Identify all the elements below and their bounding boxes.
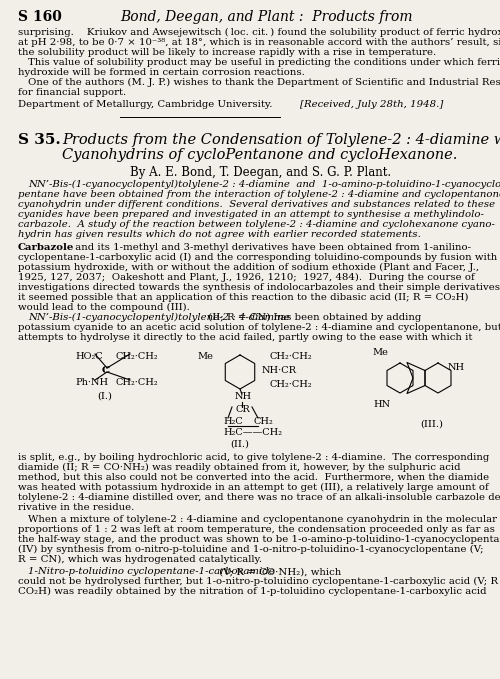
- Text: CR: CR: [235, 405, 250, 414]
- Text: it seemed possible that an application of this reaction to the dibasic acid (II;: it seemed possible that an application o…: [18, 293, 468, 302]
- Text: Cyanohydrins of cycloPentanone and cycloHexanone.: Cyanohydrins of cycloPentanone and cyclo…: [62, 148, 458, 162]
- Text: Products from the Condensation of Tolylene-2 : 4-diamine with the: Products from the Condensation of Tolyle…: [62, 133, 500, 147]
- Text: Department of Metallurgy, Cambridge University.: Department of Metallurgy, Cambridge Univ…: [18, 100, 272, 109]
- Text: CH₂·CH₂: CH₂·CH₂: [115, 378, 158, 387]
- Text: at pH 2·98, to be 0·7 × 10⁻³⁸, at 18°, which is in reasonable accord with the au: at pH 2·98, to be 0·7 × 10⁻³⁸, at 18°, w…: [18, 38, 500, 47]
- Text: When a mixture of tolylene-2 : 4-diamine and cyclopentanone cyanohydrin in the m: When a mixture of tolylene-2 : 4-diamine…: [28, 515, 497, 524]
- Text: (V; R = CO·NH₂), which: (V; R = CO·NH₂), which: [216, 567, 341, 576]
- Text: the solubility product will be likely to increase rapidly with a rise in tempera: the solubility product will be likely to…: [18, 48, 436, 57]
- Text: S 35.: S 35.: [18, 133, 61, 147]
- Text: Bond, Deegan, and Plant :  Products from: Bond, Deegan, and Plant : Products from: [120, 10, 412, 24]
- Text: By A. E. Bond, T. Deegan, and S. G. P. Plant.: By A. E. Bond, T. Deegan, and S. G. P. P…: [130, 166, 391, 179]
- Text: R = CN), which was hydrogenated catalytically.: R = CN), which was hydrogenated catalyti…: [18, 555, 262, 564]
- Text: rivative in the residue.: rivative in the residue.: [18, 503, 134, 512]
- Text: Me: Me: [372, 348, 388, 357]
- Text: 1-Nitro-p-toluidino cyclopentane-1-carboxamide: 1-Nitro-p-toluidino cyclopentane-1-carbo…: [28, 567, 275, 576]
- Text: and its 1-methyl and 3-methyl derivatives have been obtained from 1-anilino-: and its 1-methyl and 3-methyl derivative…: [72, 243, 471, 252]
- Text: (II; R = CN) has been obtained by adding: (II; R = CN) has been obtained by adding: [205, 313, 421, 322]
- Text: cyanohydrin under different conditions.  Several derivatives and substances rela: cyanohydrin under different conditions. …: [18, 200, 495, 209]
- Text: (IV) by synthesis from o-nitro-p-toluidine and 1-o-nitro-p-toluidino-1-cyanocycl: (IV) by synthesis from o-nitro-p-toluidi…: [18, 545, 483, 554]
- Text: NN’-Bis-(1-cyanocyclopentyl)tolylene-2 : 4-diamine: NN’-Bis-(1-cyanocyclopentyl)tolylene-2 :…: [28, 313, 290, 322]
- Text: cyclopentane-1-carboxylic acid (I) and the corresponding toluidino-compounds by : cyclopentane-1-carboxylic acid (I) and t…: [18, 253, 497, 262]
- Text: NH·CR: NH·CR: [262, 366, 297, 375]
- Text: would lead to the compound (III).: would lead to the compound (III).: [18, 303, 190, 312]
- Text: This value of solubility product may be useful in predicting the conditions unde: This value of solubility product may be …: [28, 58, 500, 67]
- Text: (I.): (I.): [97, 392, 112, 401]
- Text: was heated with potassium hydroxide in an attempt to get (III), a relatively lar: was heated with potassium hydroxide in a…: [18, 483, 489, 492]
- Text: H₂C: H₂C: [223, 417, 243, 426]
- Text: hydroxide will be formed in certain corrosion reactions.: hydroxide will be formed in certain corr…: [18, 68, 305, 77]
- Text: potassium hydroxide, with or without the addition of sodium ethoxide (Plant and : potassium hydroxide, with or without the…: [18, 263, 479, 272]
- Text: NH: NH: [448, 363, 465, 372]
- Text: cyanides have been prepared and investigated in an attempt to synthesise a methy: cyanides have been prepared and investig…: [18, 210, 484, 219]
- Text: for financial support.: for financial support.: [18, 88, 126, 97]
- Text: Ph·NH: Ph·NH: [75, 378, 108, 387]
- Text: Carbazole: Carbazole: [18, 243, 74, 252]
- Text: S 160: S 160: [18, 10, 62, 24]
- Text: H₂C——CH₂: H₂C——CH₂: [223, 428, 282, 437]
- Text: 1925, 127, 2037;  Oakeshott and Plant, J., 1926, 1210;  1927, 484).  During the : 1925, 127, 2037; Oakeshott and Plant, J.…: [18, 273, 475, 282]
- Text: potassium cyanide to an acetic acid solution of tolylene-2 : 4-diamine and cyclo: potassium cyanide to an acetic acid solu…: [18, 323, 500, 332]
- Text: (III.): (III.): [420, 420, 443, 429]
- Text: could not be hydrolysed further, but 1-o-nitro-p-toluidino cyclopentane-1-carbox: could not be hydrolysed further, but 1-o…: [18, 577, 500, 586]
- Text: CO₂H) was readily obtained by the nitration of 1-p-toluidino cyclopentane-1-carb: CO₂H) was readily obtained by the nitrat…: [18, 587, 486, 596]
- Text: HO₂C: HO₂C: [75, 352, 102, 361]
- Text: Me: Me: [197, 352, 213, 361]
- Text: carbazole.  A study of the reaction between tolylene-2 : 4-diamine and cyclohexa: carbazole. A study of the reaction betwe…: [18, 220, 495, 229]
- Text: is split, e.g., by boiling hydrochloric acid, to give tolylene-2 : 4-diamine.  T: is split, e.g., by boiling hydrochloric …: [18, 453, 489, 462]
- Text: method, but this also could not be converted into the acid.  Furthermore, when t: method, but this also could not be conve…: [18, 473, 489, 482]
- Text: CH₂·CH₂: CH₂·CH₂: [270, 352, 312, 361]
- Text: attempts to hydrolyse it directly to the acid failed, partly owing to the ease w: attempts to hydrolyse it directly to the…: [18, 333, 472, 342]
- Text: diamide (II; R = CO·NH₂) was readily obtained from it, however, by the sulphuric: diamide (II; R = CO·NH₂) was readily obt…: [18, 463, 460, 472]
- Text: investigations directed towards the synthesis of indolocarbazoles and their simp: investigations directed towards the synt…: [18, 283, 500, 292]
- Text: hydrin has given results which do not agree with earlier recorded statements.: hydrin has given results which do not ag…: [18, 230, 421, 239]
- Text: CH₂·CH₂: CH₂·CH₂: [270, 380, 312, 389]
- Text: tolylene-2 : 4-diamine distilled over, and there was no trace of an alkali-insol: tolylene-2 : 4-diamine distilled over, a…: [18, 493, 500, 502]
- Text: pentane have been obtained from the interaction of tolylene-2 : 4-diamine and cy: pentane have been obtained from the inte…: [18, 190, 500, 199]
- Text: One of the authors (M. J. P.) wishes to thank the Department of Scientific and I: One of the authors (M. J. P.) wishes to …: [28, 78, 500, 87]
- Text: (II.): (II.): [230, 440, 249, 449]
- Text: NN’-Bis-(1-cyanocyclopentyl)tolylene-2 : 4-diamine  and  1-o-amino-p-toluidino-1: NN’-Bis-(1-cyanocyclopentyl)tolylene-2 :…: [28, 180, 500, 189]
- Text: C: C: [102, 366, 110, 375]
- Text: surprising.    Kriukov and Awsejewitsch ( loc. cit. ) found the solubility produ: surprising. Kriukov and Awsejewitsch ( l…: [18, 28, 500, 37]
- Text: NH: NH: [235, 392, 252, 401]
- Text: HN: HN: [373, 400, 390, 409]
- Text: proportions of 1 : 2 was left at room temperature, the condensation proceeded on: proportions of 1 : 2 was left at room te…: [18, 525, 495, 534]
- Text: [Received, July 28th, 1948.]: [Received, July 28th, 1948.]: [300, 100, 444, 109]
- Text: CH₂·CH₂: CH₂·CH₂: [115, 352, 158, 361]
- Text: CH₂: CH₂: [253, 417, 273, 426]
- Text: the half-way stage, and the product was shown to be 1-o-amino-p-toluidino-1-cyan: the half-way stage, and the product was …: [18, 535, 500, 544]
